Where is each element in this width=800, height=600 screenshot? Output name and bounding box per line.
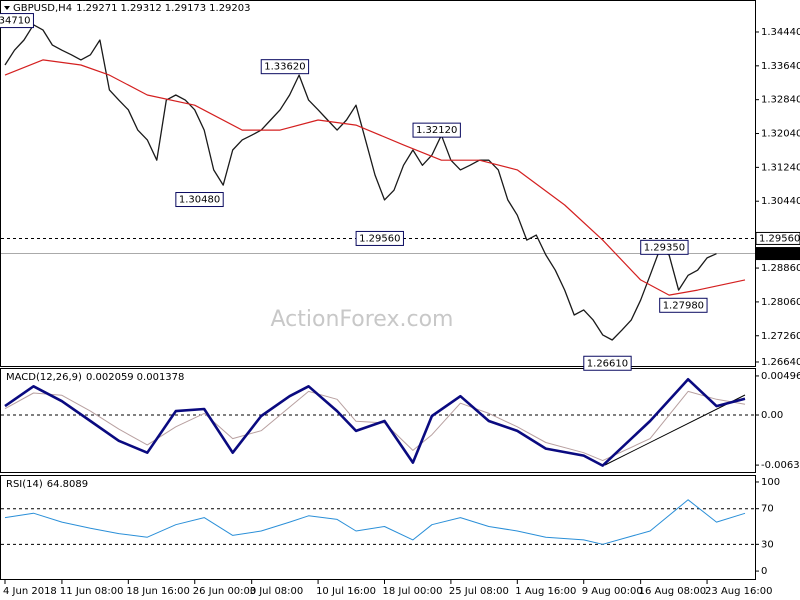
header-symbol: GBPUSD,H4 bbox=[13, 3, 72, 14]
annotation-label: 34710 bbox=[0, 16, 30, 27]
x-tick-label: 9 Aug 00:00 bbox=[582, 586, 643, 597]
x-tick-label: 3 Jul 08:00 bbox=[250, 586, 304, 597]
panel-header: MACD(12,26,9) 0.002059 0.001378 bbox=[6, 372, 184, 383]
annotation-box bbox=[175, 192, 224, 208]
annotation-label: 1.29560 bbox=[359, 233, 400, 244]
header-value: 0.001378 bbox=[137, 372, 185, 383]
annotation-label: 1.26610 bbox=[587, 358, 628, 369]
rsi-frame bbox=[0, 475, 756, 580]
y-tick-label: 1.30440 bbox=[761, 196, 800, 207]
price-frame bbox=[0, 0, 756, 367]
trend-line bbox=[604, 394, 746, 466]
y-tick-label: 1.28860 bbox=[761, 263, 800, 274]
annotation-box bbox=[659, 297, 708, 313]
header-value: 1.29271 bbox=[76, 3, 117, 14]
y-tick-label: 0 bbox=[761, 566, 767, 577]
x-tick-label: 23 Aug 16:00 bbox=[705, 586, 772, 597]
header-arrow bbox=[4, 6, 10, 10]
x-tick-label: 11 Jun 08:00 bbox=[60, 586, 124, 597]
y-tick-label: 1.26640 bbox=[761, 357, 800, 368]
series-line bbox=[4, 378, 746, 467]
level-label: 1.29560 bbox=[759, 233, 800, 244]
y-tick-label: 1.28060 bbox=[761, 297, 800, 308]
header-value: 1.29312 bbox=[120, 3, 161, 14]
annotation-box bbox=[355, 230, 404, 246]
series-line bbox=[4, 390, 746, 462]
level-box bbox=[755, 247, 800, 261]
watermark: ActionForex.com bbox=[271, 307, 454, 332]
y-tick-label: 1.33640 bbox=[761, 61, 800, 72]
annotation-box bbox=[583, 355, 632, 371]
header-value: 1.29203 bbox=[209, 3, 250, 14]
x-tick-label: 26 Jun 00:00 bbox=[193, 586, 257, 597]
y-tick-label: 70 bbox=[761, 504, 774, 515]
y-tick-label: -0.006372 bbox=[761, 460, 800, 471]
y-tick-label: 0.00 bbox=[761, 410, 783, 421]
y-tick-label: 0.004968 bbox=[761, 371, 800, 382]
level-label: 1.29203 bbox=[759, 249, 800, 260]
annotation-box bbox=[260, 59, 310, 75]
y-tick-label: 100 bbox=[761, 477, 780, 488]
x-tick-label: 4 Jun 2018 bbox=[3, 586, 57, 597]
x-tick-label: 18 Jun 16:00 bbox=[126, 586, 190, 597]
header-value: 0.002059 bbox=[86, 372, 134, 383]
annotation-label: 1.33620 bbox=[264, 62, 305, 73]
annotation-label: 1.32120 bbox=[416, 125, 457, 136]
y-tick-label: 1.31240 bbox=[761, 162, 800, 173]
header-symbol: MACD(12,26,9) bbox=[6, 372, 82, 383]
x-tick-label: 16 Aug 08:00 bbox=[639, 586, 706, 597]
series-line bbox=[4, 499, 746, 545]
y-tick-label: 1.34440 bbox=[761, 27, 800, 38]
x-tick-label: 10 Jul 16:00 bbox=[316, 586, 376, 597]
level-box bbox=[755, 231, 800, 245]
annotation-label: 1.30480 bbox=[179, 195, 220, 206]
macd-frame bbox=[0, 368, 756, 473]
panel-header: GBPUSD,H4 1.29271 1.29312 1.29173 1.29203 bbox=[13, 3, 251, 14]
series-line bbox=[4, 59, 746, 296]
annotation-label: 1.29350 bbox=[644, 242, 685, 253]
y-tick-label: 1.32840 bbox=[761, 95, 800, 106]
y-tick-label: 1.27260 bbox=[761, 331, 800, 342]
y-tick-label: 30 bbox=[761, 539, 774, 550]
panel-header: RSI(14) 64.8089 bbox=[6, 479, 88, 490]
series-line bbox=[4, 24, 717, 341]
header-value: 1.29173 bbox=[165, 3, 206, 14]
header-symbol: RSI(14) bbox=[6, 479, 43, 490]
annotation-label: 1.27980 bbox=[663, 300, 704, 311]
x-tick-label: 25 Jul 08:00 bbox=[449, 586, 509, 597]
header-value: 64.8089 bbox=[47, 479, 88, 490]
x-tick-label: 18 Jul 00:00 bbox=[382, 586, 442, 597]
y-tick-label: 1.32040 bbox=[761, 129, 800, 140]
annotation-box bbox=[0, 13, 34, 29]
annotation-box bbox=[640, 239, 689, 255]
x-tick-label: 1 Aug 16:00 bbox=[515, 586, 576, 597]
annotation-box bbox=[412, 122, 461, 138]
